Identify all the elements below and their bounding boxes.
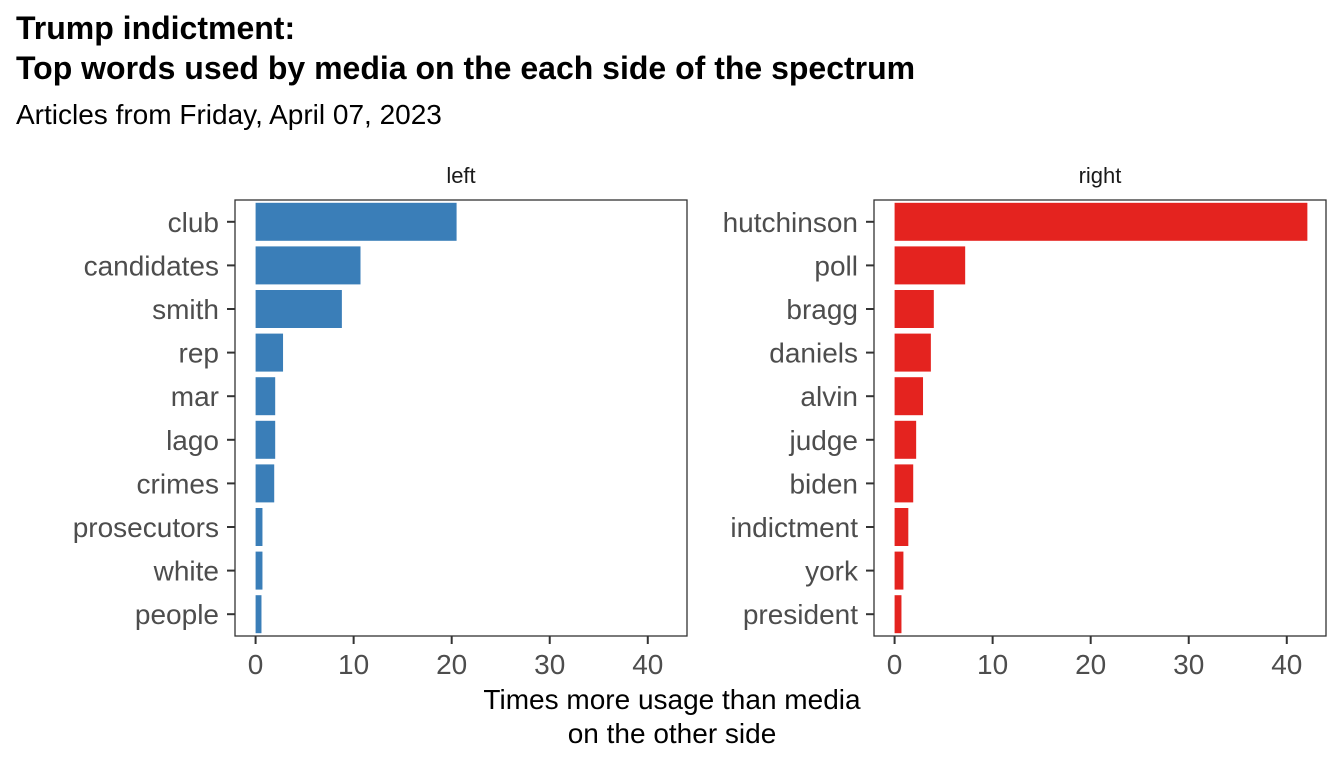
chart-title-line1: Trump indictment: (16, 10, 296, 46)
bar-right-indictment (894, 508, 909, 546)
category-label: biden (789, 468, 858, 499)
bar-right-york (894, 551, 904, 590)
category-label: daniels (769, 338, 858, 369)
x-tick-label: 20 (436, 649, 467, 680)
category-label: bragg (786, 294, 858, 325)
x-tick-label: 20 (1075, 649, 1106, 680)
category-label: alvin (800, 381, 858, 412)
category-label: poll (814, 250, 858, 281)
category-label: prosecutors (73, 512, 219, 543)
category-label: judge (788, 425, 858, 456)
x-axis-label-line1: Times more usage than media (483, 684, 861, 715)
bar-left-club (255, 202, 457, 241)
chart-subtitle: Articles from Friday, April 07, 2023 (16, 99, 442, 130)
category-label: indictment (730, 512, 858, 543)
bar-right-alvin (894, 377, 924, 416)
category-label: people (135, 599, 219, 630)
bar-right-bragg (894, 290, 934, 328)
category-label: club (168, 207, 219, 238)
bar-left-rep (255, 333, 284, 372)
x-tick-label: 0 (248, 649, 264, 680)
category-label: lago (166, 425, 219, 456)
x-tick-label: 10 (977, 649, 1008, 680)
panel-right: right hutchinson poll bragg daniels alvin judg… (723, 163, 1327, 680)
bar-left-crimes (255, 464, 275, 503)
panel-left: left club candidates smith rep mar lago crimes p… (73, 163, 688, 680)
x-tick-label: 40 (1271, 649, 1302, 680)
facet-label-right: right (1079, 163, 1122, 188)
facet-label-left: left (446, 163, 475, 188)
category-label: rep (179, 338, 219, 369)
category-label: white (153, 556, 219, 587)
bar-right-biden (894, 464, 914, 503)
bar-left-lago (255, 420, 276, 459)
x-tick-label: 40 (632, 649, 663, 680)
bar-left-prosecutors (255, 508, 263, 546)
panel-border (234, 199, 688, 637)
bar-right-judge (894, 420, 917, 459)
x-tick-label: 30 (1173, 649, 1204, 680)
x-axis-label-line2: on the other side (567, 718, 777, 749)
x-tick-label: 10 (338, 649, 369, 680)
bar-right-daniels (894, 333, 931, 372)
bar-left-candidates (255, 246, 361, 285)
bar-left-smith (255, 290, 342, 328)
category-label: mar (171, 381, 219, 412)
bar-left-mar (255, 377, 276, 416)
category-label: crimes (137, 468, 219, 499)
chart-title-line2: Top words used by media on the each side… (16, 50, 916, 86)
bar-right-president (894, 595, 902, 634)
category-label: hutchinson (723, 207, 858, 238)
panel-border (873, 199, 1327, 637)
x-tick-label: 30 (534, 649, 565, 680)
bar-right-hutchinson (894, 202, 1308, 241)
bar-left-white (255, 551, 263, 590)
bar-right-poll (894, 246, 966, 285)
category-label: york (805, 556, 859, 587)
bar-left-people (255, 595, 262, 634)
category-label: candidates (84, 250, 219, 281)
category-label: smith (152, 294, 219, 325)
category-label: president (743, 599, 858, 630)
x-tick-label: 0 (887, 649, 903, 680)
